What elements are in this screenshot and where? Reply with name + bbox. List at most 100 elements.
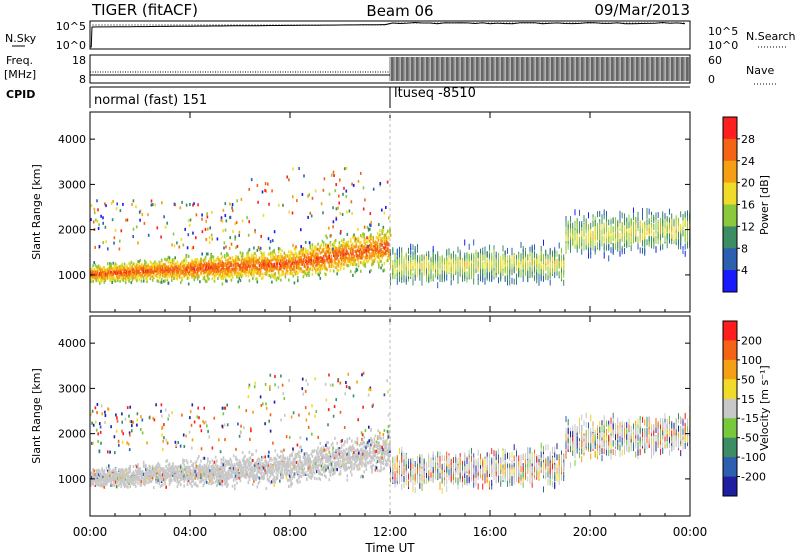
echo-cell <box>493 267 495 274</box>
echo-cell <box>538 264 540 271</box>
echo-cell <box>338 194 340 198</box>
echo-cell <box>101 279 103 282</box>
echo-cell <box>531 271 533 278</box>
echo-cell <box>118 270 120 274</box>
echo-cell <box>615 226 616 233</box>
echo-cell <box>349 269 352 273</box>
echo-cell <box>320 267 323 271</box>
echo-cell <box>182 243 185 247</box>
echo-cell <box>275 265 278 269</box>
echo-cell <box>164 279 166 283</box>
echo-cell <box>340 262 343 266</box>
echo-cell <box>439 276 441 282</box>
echo-cell <box>207 277 209 281</box>
echo-cell <box>446 260 448 267</box>
echo-cell <box>182 272 184 275</box>
echo-cell <box>378 236 380 240</box>
echo-cell <box>146 264 148 268</box>
echo-cell <box>362 262 364 266</box>
echo-cell <box>252 254 254 258</box>
echo-cell <box>150 199 153 203</box>
echo-cell <box>277 256 280 260</box>
echo-cell <box>91 267 93 271</box>
echo-cell <box>339 212 341 215</box>
echo-cell <box>357 262 360 266</box>
echo-cell <box>266 261 269 265</box>
echo-cell <box>187 254 190 258</box>
echo-cell <box>408 247 409 254</box>
echo-cell <box>353 236 355 240</box>
echo-cell <box>525 262 526 269</box>
echo-cell <box>328 258 331 262</box>
echo-cell <box>282 259 284 263</box>
echo-cell <box>189 264 191 268</box>
echo-cell <box>210 257 212 261</box>
echo-cell <box>187 271 190 275</box>
echo-cell <box>502 253 504 260</box>
echo-cell <box>646 213 648 220</box>
echo-cell <box>271 252 273 256</box>
echo-cell <box>511 255 513 262</box>
echo-cell <box>207 252 209 256</box>
echo-cell <box>319 251 322 255</box>
echo-cell <box>104 278 107 282</box>
echo-cell <box>405 253 407 260</box>
echo-cell <box>241 254 244 258</box>
echo-cell <box>201 269 203 273</box>
echo-cell <box>220 276 223 280</box>
echo-cell <box>362 245 364 249</box>
echo-cell <box>410 243 412 250</box>
echo-cell <box>509 264 511 271</box>
echo-cell <box>374 249 377 253</box>
echo-cell <box>585 243 587 250</box>
echo-cell <box>565 216 567 222</box>
echo-cell <box>280 255 282 259</box>
echo-cell <box>192 265 194 269</box>
echo-cell <box>633 231 634 238</box>
echo-cell <box>119 239 121 243</box>
echo-cell <box>374 241 377 245</box>
echo-cell <box>309 211 312 215</box>
echo-cell <box>513 278 515 285</box>
echo-cell <box>128 272 130 276</box>
echo-cell <box>295 272 298 276</box>
echo-cell <box>184 266 187 270</box>
echo-cell <box>581 236 583 243</box>
echo-cell <box>198 268 200 272</box>
echo-cell <box>371 258 373 262</box>
echo-cell <box>355 254 358 257</box>
echo-cell <box>175 262 178 266</box>
echo-cell <box>364 242 367 246</box>
echo-cell <box>365 245 368 249</box>
echo-cell <box>534 274 535 281</box>
echo-cell <box>174 267 176 271</box>
echo-cell <box>173 270 175 274</box>
echo-cell <box>328 251 331 255</box>
echo-cell <box>248 248 251 252</box>
echo-cell <box>630 245 632 252</box>
echo-cell <box>272 250 274 254</box>
echo-cell <box>212 265 215 269</box>
echo-cell <box>531 268 533 275</box>
echo-cell <box>171 279 173 282</box>
echo-cell <box>664 230 666 237</box>
echo-cell <box>603 247 605 254</box>
echo-cell <box>309 246 311 250</box>
echo-cell <box>234 272 236 276</box>
echo-cell <box>304 240 307 244</box>
echo-cell <box>583 230 585 237</box>
echo-cell <box>240 259 243 263</box>
echo-cell <box>364 237 367 241</box>
echo-cell <box>232 259 235 263</box>
echo-cell <box>385 231 388 235</box>
echo-cell <box>124 274 127 278</box>
echo-cell <box>148 265 151 268</box>
echo-cell <box>396 278 398 285</box>
echo-cell <box>669 237 670 244</box>
echo-cell <box>527 275 529 282</box>
echo-cell <box>574 238 576 245</box>
nsearch-tick-bottom: 10^0 <box>708 39 738 52</box>
echo-cell <box>291 271 293 275</box>
echo-cell <box>274 258 277 262</box>
echo-cell <box>296 199 298 203</box>
